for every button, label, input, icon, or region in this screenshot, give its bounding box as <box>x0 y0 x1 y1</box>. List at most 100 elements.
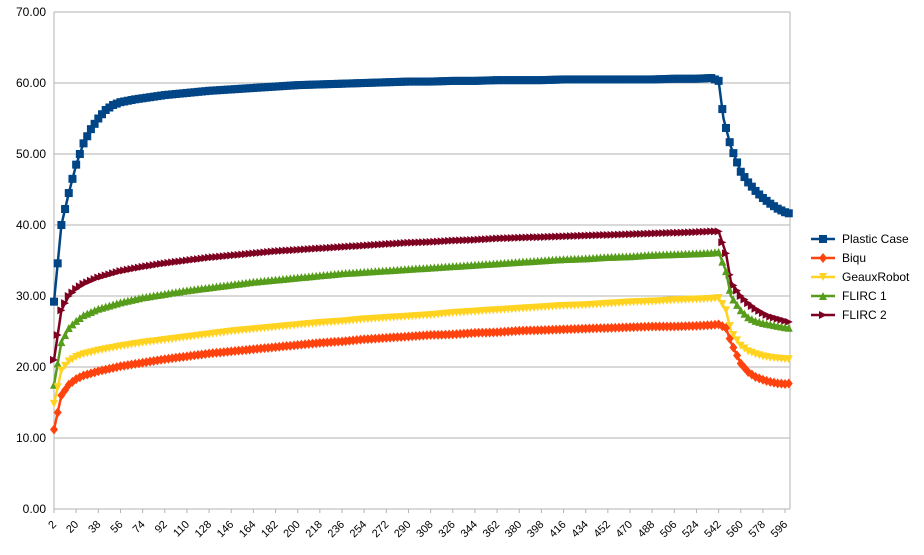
x-tick-label: 416 <box>547 519 568 540</box>
legend-swatch-marker <box>819 311 827 319</box>
data-point <box>740 309 749 318</box>
series-geauxrobot <box>50 294 793 408</box>
y-tick-label: 50.00 <box>16 147 46 161</box>
data-point <box>744 178 753 187</box>
data-point <box>68 174 77 183</box>
data-point <box>714 294 723 303</box>
data-point <box>740 173 749 182</box>
x-tick-label: 128 <box>193 519 214 540</box>
legend-label: FLIRC 1 <box>842 289 887 303</box>
x-tick-label: 542 <box>702 519 723 540</box>
x-tick-label: 56 <box>108 519 125 536</box>
plot-series <box>50 74 793 435</box>
data-point <box>57 366 66 375</box>
data-point <box>736 306 745 315</box>
data-point <box>123 360 132 371</box>
data-point <box>75 314 84 323</box>
data-point <box>75 150 84 158</box>
x-tick-label: 506 <box>658 519 679 540</box>
legend-item: FLIRC 1 <box>811 289 887 303</box>
data-point <box>714 247 723 256</box>
legend-item: Plastic Case <box>811 232 909 246</box>
x-tick-label: 164 <box>237 519 258 540</box>
data-point <box>57 221 66 229</box>
data-point <box>53 383 62 392</box>
data-point <box>725 322 734 331</box>
series-flirc-1 <box>50 247 793 389</box>
data-point <box>784 378 793 389</box>
data-point <box>722 322 730 333</box>
data-point <box>729 281 738 290</box>
data-point <box>94 114 103 123</box>
data-point <box>50 399 58 408</box>
data-point <box>714 76 723 85</box>
data-point <box>83 132 92 141</box>
y-tick-label: 10.00 <box>16 431 46 445</box>
data-point <box>729 331 738 340</box>
legend-swatch-marker <box>819 235 827 243</box>
series-plastic-case <box>50 74 793 306</box>
x-tick-label: 218 <box>304 519 325 540</box>
data-point <box>729 342 738 353</box>
data-point <box>61 361 70 370</box>
x-tick-label: 2 <box>46 519 59 532</box>
x-tick-label: 92 <box>153 519 170 536</box>
legend-item: FLIRC 2 <box>811 308 887 322</box>
x-tick-label: 434 <box>569 519 590 540</box>
x-tick-label: 380 <box>503 519 524 540</box>
x-tick-label: 110 <box>171 519 192 540</box>
data-point <box>733 286 742 295</box>
data-point <box>722 306 730 315</box>
x-tick-label: 254 <box>348 519 369 540</box>
legend-swatch-marker <box>819 253 827 263</box>
x-tick-label: 524 <box>680 519 701 540</box>
data-point <box>729 295 738 304</box>
data-point <box>61 331 70 340</box>
y-tick-label: 20.00 <box>16 360 46 374</box>
legend-label: Plastic Case <box>842 232 909 246</box>
x-tick-label: 308 <box>414 519 435 540</box>
series-biqu <box>50 319 793 435</box>
data-point <box>733 336 742 345</box>
x-tick-label: 398 <box>525 519 546 540</box>
data-point <box>725 333 734 344</box>
gridlines <box>53 11 791 510</box>
data-point <box>733 300 742 309</box>
data-point <box>718 105 727 114</box>
y-tick-label: 60.00 <box>16 76 46 90</box>
y-tick-label: 40.00 <box>16 218 46 232</box>
data-point <box>72 316 81 325</box>
data-point <box>53 407 62 418</box>
data-point <box>57 338 66 347</box>
x-tick-label: 488 <box>636 519 657 540</box>
x-tick-label: 326 <box>436 519 457 540</box>
y-tick-label: 30.00 <box>16 289 46 303</box>
series-flirc-2 <box>50 227 793 364</box>
data-point <box>722 267 730 276</box>
data-point <box>722 249 730 258</box>
data-point <box>79 139 88 148</box>
data-point <box>733 350 742 361</box>
data-point <box>718 300 727 309</box>
legend-swatch-marker <box>819 273 827 281</box>
data-point <box>740 344 749 353</box>
data-point <box>736 341 745 350</box>
x-tick-label: 362 <box>481 519 502 540</box>
data-point <box>50 424 58 435</box>
data-point <box>714 227 723 236</box>
data-point <box>784 355 793 364</box>
legend: Plastic Case Biqu GeauxRobot FLIRC 1 FLIRC 2 <box>811 232 910 322</box>
legend-label: FLIRC 2 <box>842 308 887 322</box>
data-point <box>725 285 734 294</box>
data-point <box>784 317 793 326</box>
data-point <box>718 257 727 266</box>
x-tick-label: 578 <box>747 519 768 540</box>
data-point <box>718 238 727 247</box>
x-tick-label: 290 <box>392 519 413 540</box>
data-point <box>722 123 730 132</box>
x-tick-label: 236 <box>326 519 347 540</box>
x-tick-label: 470 <box>614 519 635 540</box>
data-point <box>736 167 745 176</box>
data-point <box>53 331 62 340</box>
